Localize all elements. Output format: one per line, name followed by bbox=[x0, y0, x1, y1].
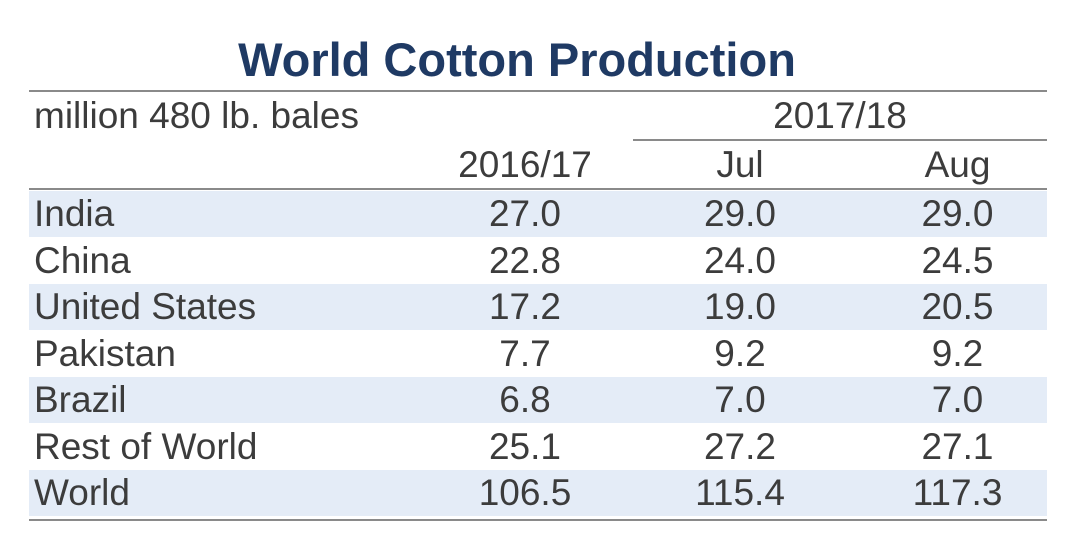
cell-united-states-2016-17: 17.2 bbox=[488, 286, 561, 327]
cell-brazil-2016-17: 6.8 bbox=[499, 379, 551, 420]
cell-rest-of-world-jul: 27.2 bbox=[703, 425, 776, 467]
cell-united-states-aug: 20.5 bbox=[921, 286, 994, 327]
cell-rest-of-world-2016-17: 25.1 bbox=[488, 425, 561, 467]
cell-india-jul: 29.0 bbox=[703, 193, 776, 234]
cell-brazil-aug: 7.0 bbox=[931, 379, 984, 420]
cell-pakistan-2016-17: 7.7 bbox=[499, 332, 551, 374]
cell-united-states-jul: 19.0 bbox=[703, 286, 776, 327]
row-label-rest-of-world: Rest of World bbox=[34, 425, 258, 467]
top-rule bbox=[29, 90, 1047, 92]
row-label-world: World bbox=[34, 472, 130, 513]
table-title: World Cotton Production bbox=[238, 33, 796, 86]
row-stripe bbox=[29, 284, 1047, 330]
row-label-pakistan: Pakistan bbox=[34, 332, 176, 374]
row-stripe bbox=[29, 470, 1047, 516]
column-header-2016-17: 2016/17 bbox=[458, 144, 592, 185]
cell-pakistan-aug: 9.2 bbox=[931, 332, 984, 374]
group-header: 2017/18 bbox=[773, 95, 907, 136]
unit-label: million 480 lb. bales bbox=[34, 95, 359, 136]
column-header-jul: Jul bbox=[716, 144, 764, 185]
row-label-china: China bbox=[34, 239, 131, 281]
group-header-rule bbox=[633, 139, 1047, 141]
row-stripe bbox=[29, 377, 1047, 423]
row-stripe bbox=[29, 191, 1047, 237]
cell-brazil-jul: 7.0 bbox=[714, 379, 766, 420]
row-label-united-states: United States bbox=[34, 286, 257, 327]
cell-world-2016-17: 106.5 bbox=[478, 472, 572, 513]
cell-india-2016-17: 27.0 bbox=[488, 193, 561, 234]
cell-china-aug: 24.5 bbox=[921, 239, 994, 281]
cell-world-aug: 117.3 bbox=[912, 472, 1003, 513]
header-rule bbox=[29, 188, 1047, 190]
cell-rest-of-world-aug: 27.1 bbox=[921, 425, 994, 467]
row-label-brazil: Brazil bbox=[34, 379, 127, 420]
cell-pakistan-jul: 9.2 bbox=[714, 332, 766, 374]
cell-world-jul: 115.4 bbox=[695, 472, 785, 513]
cell-china-jul: 24.0 bbox=[703, 239, 776, 281]
cell-india-aug: 29.0 bbox=[921, 193, 994, 234]
column-header-aug: Aug bbox=[924, 144, 991, 185]
bottom-rule bbox=[29, 519, 1047, 521]
cell-china-2016-17: 22.8 bbox=[488, 239, 561, 281]
row-label-india: India bbox=[34, 193, 115, 234]
